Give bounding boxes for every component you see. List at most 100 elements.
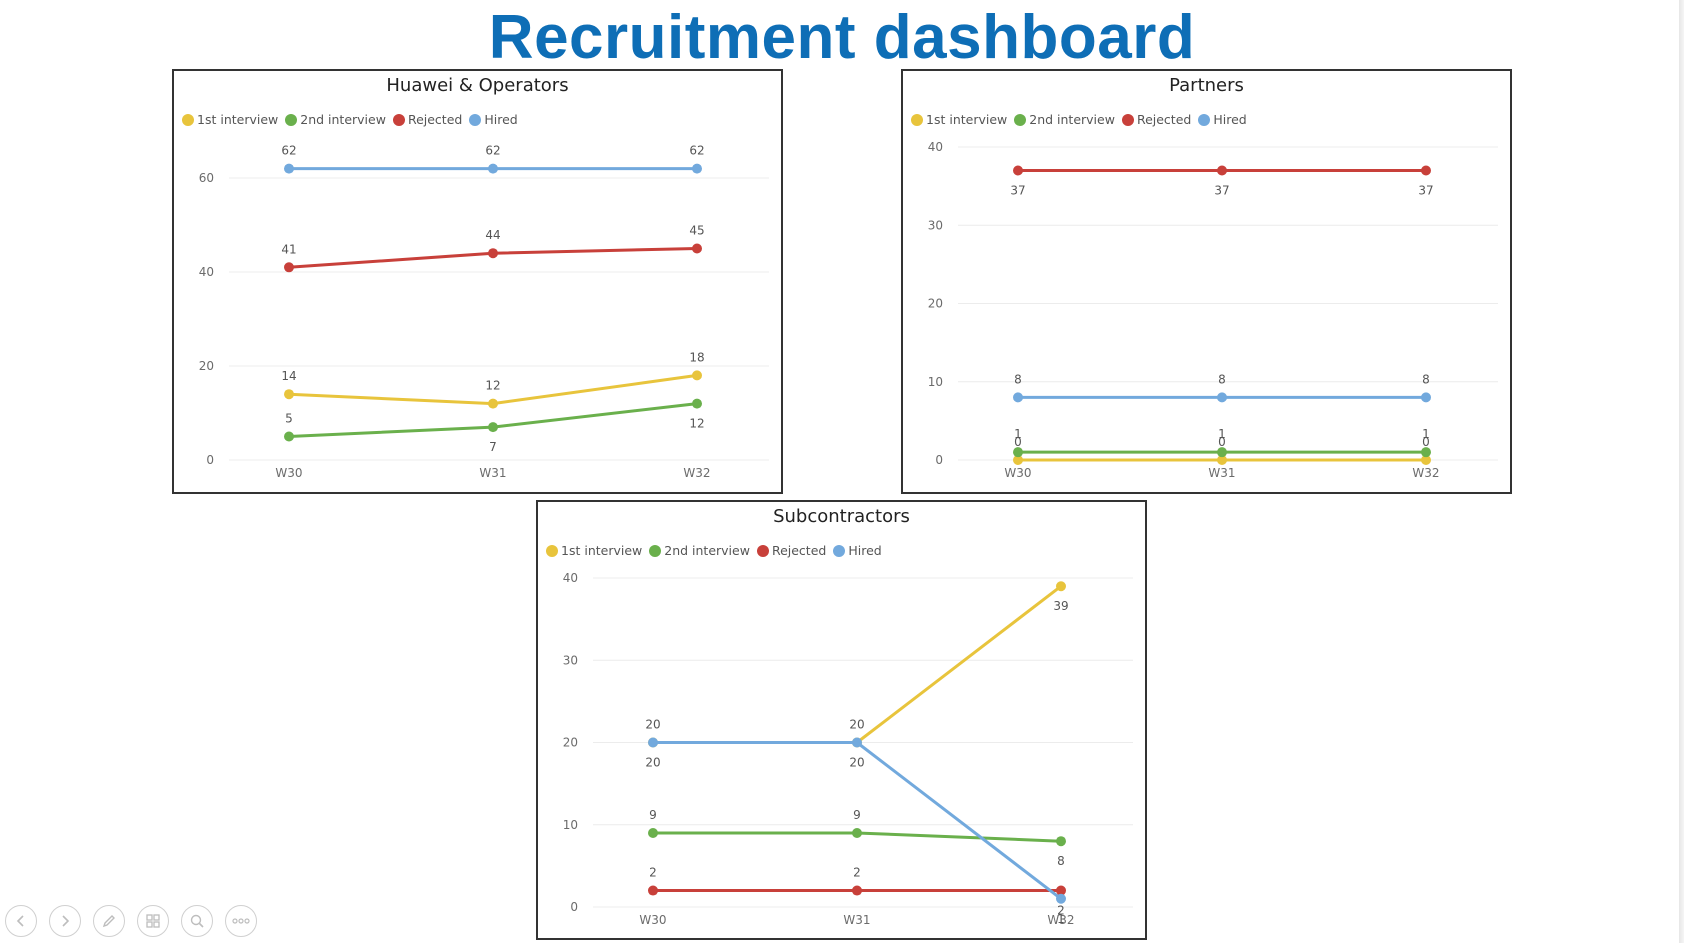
data-label-hired: 1	[1057, 912, 1065, 926]
window-edge	[1679, 0, 1684, 943]
previous-slide-button[interactable]	[5, 905, 37, 937]
y-tick-label: 20	[928, 297, 943, 311]
data-label-hired: 20	[849, 718, 864, 732]
data-point-hired	[488, 163, 498, 174]
data-label-rejected: 37	[1010, 183, 1025, 197]
data-point-rejected	[1013, 165, 1023, 176]
data-label-rejected: 37	[1418, 183, 1433, 197]
slides-grid-button[interactable]	[137, 905, 169, 937]
data-label-1st-interview: 20	[849, 756, 864, 770]
x-tick-label: W31	[1208, 466, 1235, 480]
legend-label: Hired	[1213, 112, 1247, 127]
zoom-button[interactable]	[181, 905, 213, 937]
legend-item-hired: Hired	[833, 543, 882, 558]
data-label-rejected: 45	[689, 224, 704, 238]
next-slide-button[interactable]	[49, 905, 81, 937]
data-point-2nd-interview	[1421, 447, 1431, 458]
data-point-1st-interview	[1056, 581, 1066, 592]
data-label-rejected: 44	[485, 228, 500, 242]
data-label-rejected: 2	[1057, 904, 1065, 918]
legend-label: Rejected	[1136, 112, 1192, 127]
data-label-1st-interview: 14	[281, 369, 296, 383]
more-options-icon	[232, 918, 250, 924]
data-point-rejected	[648, 885, 658, 896]
legend-marker	[911, 113, 923, 126]
data-label-1st-interview: 20	[645, 756, 660, 770]
data-point-hired	[1013, 392, 1023, 403]
legend-marker	[182, 113, 194, 126]
data-point-hired	[284, 163, 294, 174]
data-point-rejected	[284, 262, 294, 273]
y-tick-label: 10	[928, 375, 943, 389]
legend-marker	[649, 544, 662, 557]
data-label-hired: 8	[1218, 372, 1226, 386]
data-point-2nd-interview	[852, 827, 862, 838]
data-label-2nd-interview: 7	[489, 440, 497, 454]
chart-title: Subcontractors	[773, 506, 910, 527]
legend-marker	[756, 544, 769, 557]
data-label-hired: 8	[1014, 372, 1022, 386]
legend-marker	[469, 113, 482, 126]
data-label-2nd-interview: 1	[1014, 427, 1022, 441]
data-label-1st-interview: 0	[1422, 435, 1430, 449]
data-point-rejected	[488, 248, 498, 259]
x-tick-label: W32	[1047, 913, 1074, 927]
legend-marker	[1198, 113, 1211, 126]
pen-button[interactable]	[93, 905, 125, 937]
data-point-2nd-interview	[1217, 447, 1227, 458]
data-point-2nd-interview	[1013, 447, 1023, 458]
legend-marker	[1121, 113, 1134, 126]
data-label-hired: 62	[281, 144, 296, 158]
data-point-rejected	[1056, 885, 1066, 896]
data-point-1st-interview	[1217, 455, 1227, 465]
data-point-1st-interview	[1013, 455, 1023, 465]
data-point-rejected	[692, 243, 702, 254]
data-label-2nd-interview: 1	[1422, 427, 1430, 441]
y-tick-label: 20	[199, 359, 214, 373]
page-title: Recruitment dashboard	[488, 3, 1196, 72]
legend-item-1st-interview: 1st interview	[546, 543, 642, 558]
chart-title: Huawei & Operators	[386, 75, 569, 96]
chart-legend: 1st interview 2nd interview Rejected Hired	[182, 112, 525, 127]
legend-item-2nd-interview: 2nd interview	[649, 543, 750, 558]
zoom-icon	[190, 914, 204, 928]
legend-item-hired: Hired	[469, 112, 518, 127]
x-tick-label: W30	[639, 913, 666, 927]
previous-slide-icon	[16, 915, 24, 927]
data-label-1st-interview: 39	[1053, 599, 1068, 613]
legend-label: Rejected	[771, 543, 827, 558]
data-point-hired	[1056, 893, 1066, 904]
data-label-1st-interview: 18	[689, 350, 704, 364]
legend-label: 1st interview	[197, 112, 279, 127]
legend-label: Hired	[484, 112, 518, 127]
next-slide-icon	[62, 915, 70, 927]
data-point-2nd-interview	[1056, 836, 1066, 847]
data-point-1st-interview	[1421, 455, 1431, 465]
data-label-1st-interview: 0	[1014, 435, 1022, 449]
more-options-button[interactable]	[225, 905, 257, 937]
y-tick-label: 0	[935, 453, 943, 467]
legend-item-2nd-interview: 2nd interview	[1014, 112, 1115, 127]
legend-label: 1st interview	[926, 112, 1008, 127]
data-point-hired	[1421, 392, 1431, 403]
data-point-rejected	[1217, 165, 1227, 176]
legend-marker	[392, 113, 405, 126]
data-label-2nd-interview: 1	[1218, 427, 1226, 441]
data-label-hired: 8	[1422, 372, 1430, 386]
y-tick-label: 0	[206, 453, 214, 467]
legend-marker	[546, 544, 558, 557]
chart-legend: 1st interview 2nd interview Rejected Hired	[911, 112, 1254, 127]
legend-item-1st-interview: 1st interview	[182, 112, 278, 127]
data-point-hired	[852, 737, 862, 748]
legend-item-rejected: Rejected	[756, 543, 827, 558]
x-tick-label: W32	[683, 466, 710, 480]
data-point-1st-interview	[488, 398, 498, 409]
data-label-1st-interview: 12	[485, 379, 500, 393]
chart-plot: 0 10 20 30 40 W30 W31 W32 20 20 39 9 9 8 2 2 2 20 20 1	[563, 571, 1133, 927]
y-tick-label: 40	[199, 265, 214, 279]
data-label-hired: 62	[485, 144, 500, 158]
legend-item-2nd-interview: 2nd interview	[285, 112, 386, 127]
y-tick-label: 30	[928, 218, 943, 232]
data-point-2nd-interview	[284, 431, 294, 442]
